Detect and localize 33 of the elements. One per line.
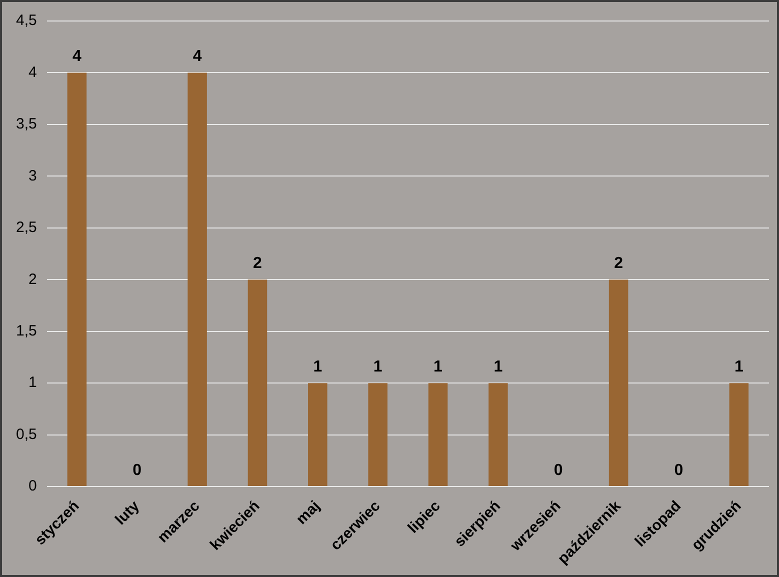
data-label: 0: [554, 462, 563, 479]
bar: [188, 72, 207, 486]
data-label: 1: [434, 358, 443, 376]
data-label: 2: [614, 255, 624, 272]
data-label: 0: [674, 462, 684, 479]
bar: [428, 383, 448, 486]
data-label: 0: [132, 462, 142, 479]
y-tick-label: 0,5: [16, 426, 37, 443]
y-tick-label: 3: [28, 167, 37, 184]
bar: [248, 280, 268, 486]
bar: [608, 280, 628, 486]
y-tick-label: 4: [28, 64, 37, 81]
data-label: 2: [253, 255, 262, 272]
y-tick-label: 4,5: [16, 12, 37, 30]
y-tick-label: 0: [28, 478, 37, 495]
data-label: 4: [72, 48, 82, 66]
y-tick-label: 2,5: [16, 219, 37, 236]
y-tick-label: 1: [28, 374, 37, 392]
data-label: 4: [192, 48, 202, 66]
data-label: 1: [494, 358, 503, 376]
data-label: 1: [373, 358, 382, 376]
x-tick-label: maj: [293, 498, 324, 528]
bar: [67, 72, 87, 486]
y-tick-label: 3,5: [16, 116, 37, 133]
x-tick-label: luty: [112, 497, 144, 528]
y-tick-label: 2: [28, 270, 37, 288]
bar: [488, 383, 508, 486]
bar: [729, 383, 749, 486]
data-label: 1: [734, 358, 744, 376]
bar: [308, 383, 328, 486]
y-tick-label: 1,5: [16, 322, 37, 340]
bar: [368, 383, 388, 486]
data-label: 1: [313, 358, 322, 376]
